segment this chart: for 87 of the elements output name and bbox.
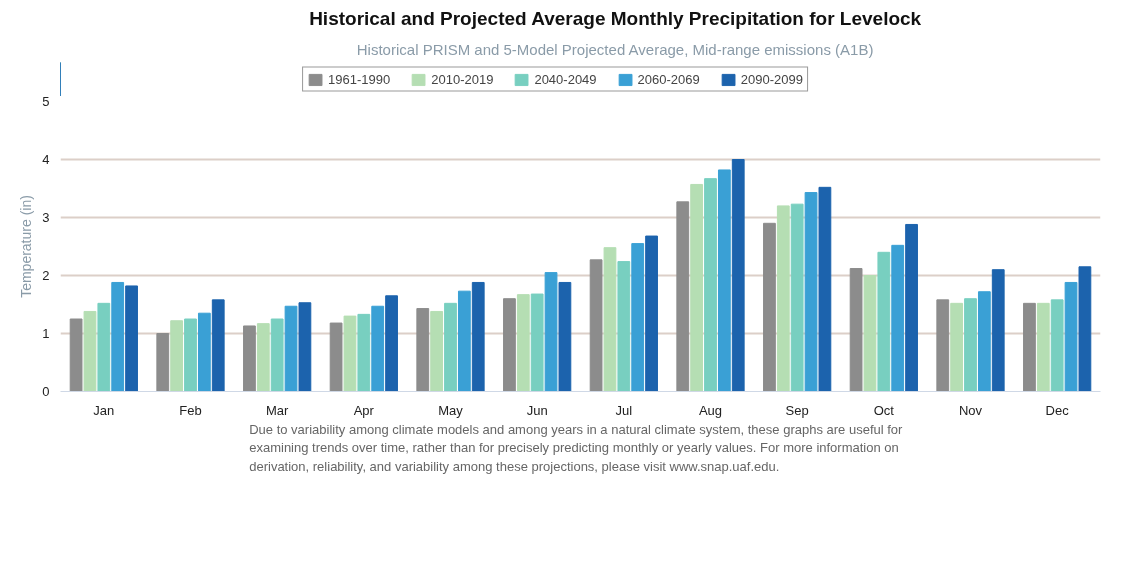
y-tick-label: 2 bbox=[42, 268, 50, 283]
text: Due to variability among climate models and among years in a natural climate system, these graphs are useful for examining trends over time, rather than for precisely predicting monthly or yearly values. For more information on derivation, reliability, and variability among these projections, please visit www.snap.uaf.edu. bbox=[249, 422, 904, 474]
bar bbox=[891, 244, 905, 392]
bar bbox=[516, 294, 530, 392]
bar bbox=[284, 305, 298, 392]
bar bbox=[125, 285, 138, 392]
bar bbox=[991, 269, 1005, 392]
x-tick-label: Apr bbox=[353, 402, 375, 418]
x-tick-label: Jun bbox=[526, 402, 548, 418]
bar bbox=[589, 259, 603, 392]
chart-subtitle: Historical PRISM and 5-Model Projected Average, Mid-range emissions (A1B) bbox=[356, 40, 874, 58]
x-tick-label: Aug bbox=[698, 402, 723, 418]
bar bbox=[977, 291, 991, 392]
bar bbox=[444, 302, 457, 392]
bar bbox=[1050, 299, 1064, 392]
bar bbox=[156, 333, 170, 392]
bar bbox=[170, 320, 184, 392]
bar bbox=[950, 302, 964, 392]
bar bbox=[776, 205, 790, 392]
bar bbox=[111, 281, 125, 392]
bar bbox=[270, 318, 284, 392]
bar bbox=[457, 290, 471, 392]
bar bbox=[731, 159, 745, 392]
bar bbox=[631, 243, 645, 392]
x-tick-label: Jan bbox=[93, 402, 115, 418]
legend-label: 2040-2049 bbox=[534, 71, 597, 87]
x-tick-label: Sep bbox=[785, 402, 809, 418]
bar bbox=[471, 281, 485, 392]
bar bbox=[877, 251, 891, 392]
bar bbox=[645, 235, 658, 392]
legend-label: 2090-2099 bbox=[740, 71, 803, 87]
bar bbox=[1064, 281, 1078, 392]
bar bbox=[343, 315, 357, 392]
x-tick-label: May bbox=[438, 402, 464, 418]
x-tick-label: Nov bbox=[958, 402, 983, 418]
y-tick-label: 1 bbox=[42, 326, 50, 341]
bar bbox=[804, 192, 818, 392]
x-tick-label: Dec bbox=[1045, 402, 1070, 418]
y-tick-label: 3 bbox=[42, 210, 50, 225]
bar bbox=[964, 298, 977, 392]
y-tick-label: 0 bbox=[42, 384, 50, 399]
bar bbox=[385, 295, 398, 392]
bar bbox=[503, 298, 516, 392]
legend-label: 2010-2019 bbox=[431, 71, 494, 87]
legend-label: 2060-2069 bbox=[637, 71, 700, 87]
bar bbox=[617, 261, 631, 392]
bar bbox=[690, 183, 704, 392]
bar bbox=[790, 203, 804, 392]
bar bbox=[763, 222, 776, 392]
bar bbox=[818, 186, 832, 392]
y-tick-label: 4 bbox=[42, 152, 50, 167]
bar bbox=[905, 223, 918, 392]
bar bbox=[243, 325, 256, 392]
bar bbox=[69, 318, 83, 392]
bar bbox=[256, 323, 270, 392]
x-tick-label: Mar bbox=[265, 402, 290, 418]
x-tick-label: Feb bbox=[179, 402, 202, 418]
bar bbox=[211, 299, 225, 392]
bar bbox=[936, 299, 950, 392]
bar bbox=[544, 272, 558, 392]
bar bbox=[1023, 302, 1036, 392]
bar bbox=[83, 310, 97, 392]
bar bbox=[184, 318, 197, 392]
bar bbox=[603, 247, 617, 392]
bar bbox=[863, 275, 877, 392]
x-tick-label: Oct bbox=[873, 402, 895, 418]
legend-label: 1961-1990 bbox=[328, 71, 391, 87]
chart-title: Historical and Projected Average Monthly Precipitation for Levelock bbox=[309, 7, 922, 29]
bar bbox=[530, 293, 544, 392]
x-tick-label: Jul bbox=[615, 402, 633, 418]
bar bbox=[329, 322, 343, 392]
y-tick-label: 5 bbox=[42, 94, 50, 109]
bar bbox=[676, 201, 690, 392]
y-axis-title: Temperature (in) bbox=[18, 195, 35, 298]
bar bbox=[97, 302, 111, 392]
bar bbox=[357, 313, 371, 392]
bar bbox=[849, 268, 863, 392]
bar bbox=[717, 169, 731, 392]
bar bbox=[704, 178, 717, 392]
bar bbox=[416, 308, 430, 392]
bar bbox=[558, 281, 572, 392]
bar bbox=[298, 302, 312, 392]
bar bbox=[371, 305, 385, 392]
bar bbox=[197, 312, 211, 392]
bar bbox=[430, 310, 444, 392]
bar bbox=[1036, 302, 1050, 392]
bar bbox=[1078, 266, 1092, 392]
